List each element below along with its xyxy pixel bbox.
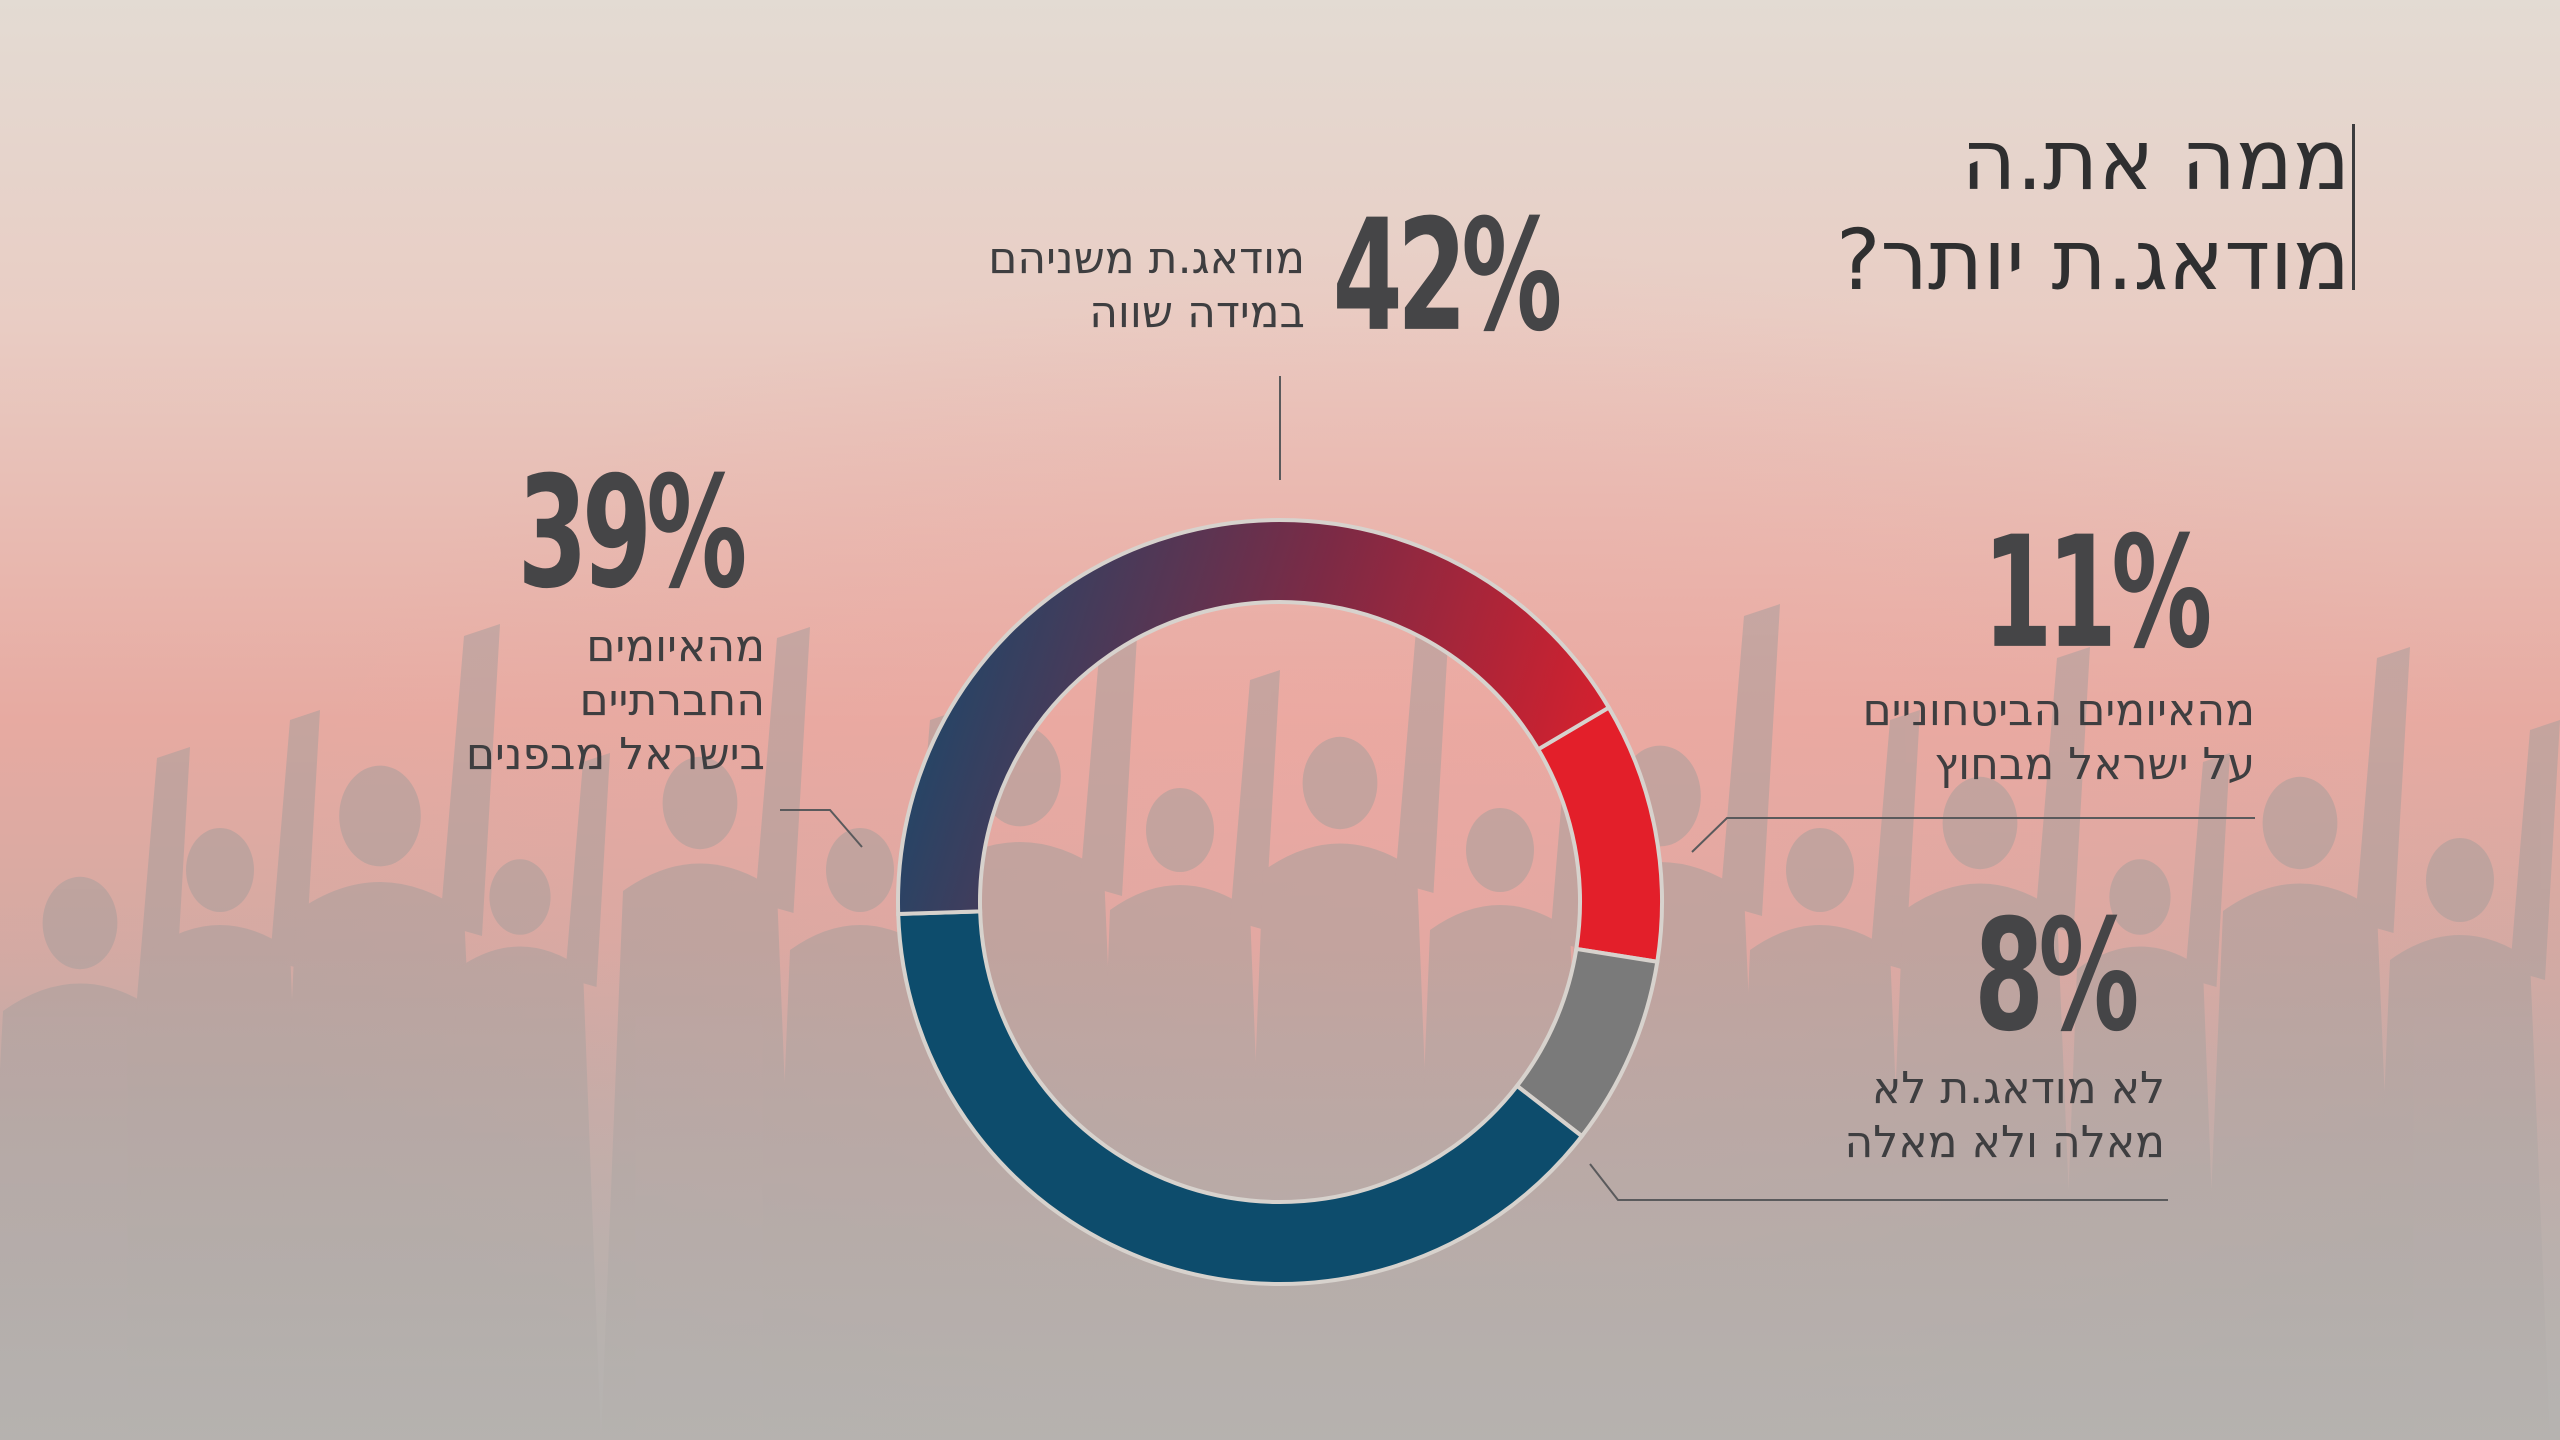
crowd-head: [826, 828, 894, 912]
slice-social: [896, 909, 1585, 1286]
crowd-arm: [1870, 710, 1920, 970]
crowd-head: [489, 859, 551, 935]
slice-social-label-line: מהאיומים: [586, 621, 765, 672]
crowd-arm: [2510, 720, 2560, 980]
crowd-head: [42, 876, 118, 970]
crowd-head: [1466, 808, 1534, 892]
crowd-arm: [2355, 647, 2410, 933]
crowd-arm: [440, 624, 500, 936]
leader-security: [1691, 817, 2255, 853]
slice-social-label-line: החברתיים: [579, 675, 765, 726]
slice-neither-label-line: לא מודאג.ת לא: [1871, 1063, 2165, 1114]
leader-neither: [1589, 1163, 2168, 1201]
slice-neither-label: לא מודאג.ת לא מאלה ולא מאלה: [1845, 1062, 2165, 1170]
slice-both-label-line: מודאג.ת משניהם: [988, 233, 1305, 284]
crowd-arm: [1395, 607, 1450, 893]
title: ממה את.ה מודאג.ת יותר?: [1836, 110, 2350, 310]
crowd-arm: [1720, 604, 1780, 916]
slice-both-label: מודאג.ת משניהם במידה שווה: [988, 232, 1305, 340]
crowd-arm: [2185, 753, 2230, 987]
slice-neither-value: 8%: [1974, 887, 2139, 1067]
slice-security-value: 11%: [1982, 504, 2212, 684]
slice-security-label-line: על ישראל מבחוץ: [1934, 739, 2255, 790]
crowd-arm: [2035, 647, 2090, 933]
slice-security-label: מהאיומים הביטחוניים על ישראל מבחוץ: [1862, 684, 2255, 792]
slice-social-label-line: בישראל מבפנים: [465, 729, 765, 780]
crowd-arm: [565, 753, 610, 987]
slice-both-label-line: במידה שווה: [1089, 287, 1305, 338]
crowd-head: [2109, 859, 2171, 935]
crowd-head: [2262, 776, 2338, 870]
slice-social-value: 39%: [517, 444, 747, 624]
crowd-head: [186, 828, 254, 912]
crowd-head: [1302, 736, 1378, 830]
crowd-arm: [1230, 670, 1280, 930]
crowd-head: [1146, 788, 1214, 872]
crowd-arm: [1080, 584, 1140, 896]
title-line-1: ממה את.ה: [1961, 111, 2350, 209]
slice-both: [896, 518, 1612, 917]
slice-security-label-line: מהאיומים הביטחוניים: [1862, 685, 2255, 736]
slice-neither-label-line: מאלה ולא מאלה: [1844, 1117, 2165, 1168]
slice-security: [1535, 704, 1664, 965]
slice-social-label: מהאיומים החברתיים בישראל מבפנים: [466, 620, 765, 782]
title-divider: [2352, 124, 2355, 290]
crowd-head: [662, 756, 738, 850]
crowd-head: [1942, 776, 2018, 870]
crowd-arm: [755, 627, 810, 913]
crowd-head: [1786, 828, 1854, 912]
title-line-2: מודאג.ת יותר?: [1835, 211, 2350, 309]
crowd-head: [2426, 838, 2494, 922]
leader-social: [780, 809, 863, 848]
slice-both-value: 42%: [1332, 187, 1562, 367]
crowd-head: [339, 765, 421, 867]
